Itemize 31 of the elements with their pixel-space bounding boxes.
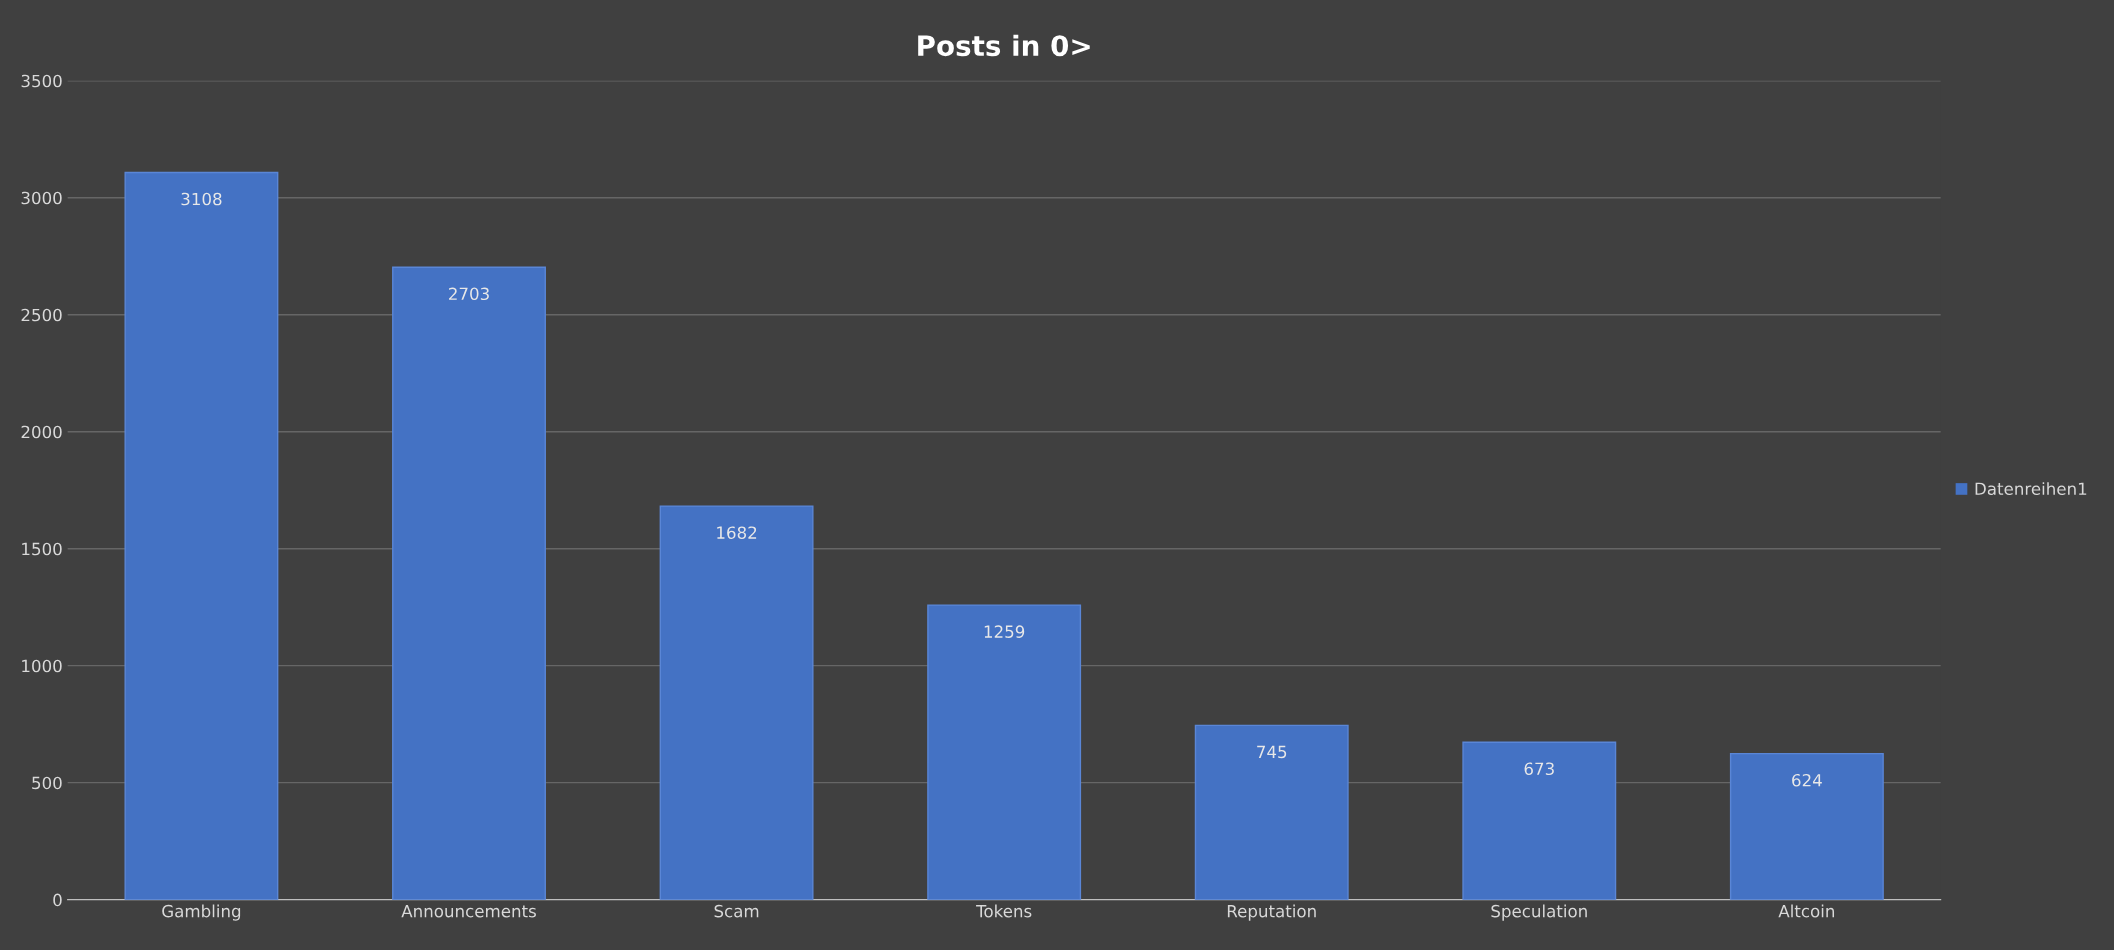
y-tick-label: 2000 <box>21 425 62 439</box>
chart-title: Posts in 0> <box>918 34 1090 57</box>
data-label: 673 <box>1524 762 1554 776</box>
legend-label: Datenreihen1 <box>1975 482 2087 496</box>
y-tick-label: 1500 <box>22 542 62 556</box>
data-label: 1259 <box>984 625 1025 638</box>
y-tick-label: 1000 <box>22 659 62 673</box>
x-tick-label: Altcoin <box>1778 904 1835 918</box>
data-label: 2703 <box>449 287 489 301</box>
x-tick-label: Gambling <box>162 904 241 921</box>
data-label: 3108 <box>181 192 222 206</box>
data-label: 745 <box>1257 745 1287 759</box>
y-tick-label: 0 <box>53 893 62 907</box>
x-tick-label: Speculation <box>1491 904 1587 921</box>
data-label: 624 <box>1792 773 1822 787</box>
y-tick-label: 3500 <box>21 74 62 88</box>
x-tick-label: Tokens <box>976 904 1032 918</box>
x-tick-label: Scam <box>714 904 759 918</box>
y-tick-label: 500 <box>32 776 62 790</box>
bar <box>392 266 546 900</box>
y-tick-label: 3000 <box>21 191 62 205</box>
bar <box>659 505 814 900</box>
x-tick-label: Announcements <box>401 905 536 918</box>
x-tick-label: Reputation <box>1227 904 1316 921</box>
bar <box>927 604 1082 900</box>
bar <box>1194 724 1349 900</box>
bar <box>124 171 279 900</box>
data-label: 1682 <box>717 526 757 539</box>
bar <box>1462 741 1617 900</box>
bar <box>1729 752 1884 900</box>
y-tick-label: 2500 <box>21 308 62 322</box>
